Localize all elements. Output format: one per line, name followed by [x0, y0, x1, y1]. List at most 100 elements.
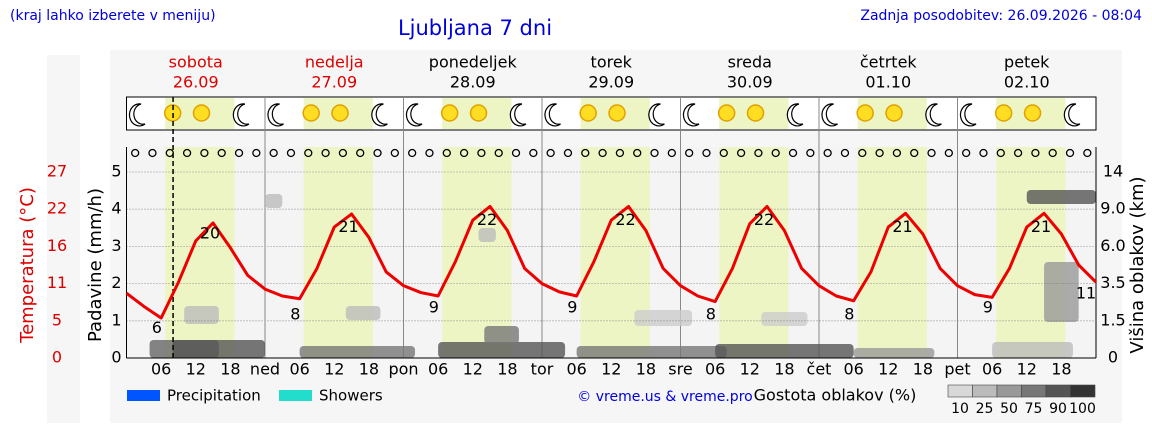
- temperature-label: 21: [338, 217, 358, 236]
- y-tick-label: 1: [111, 310, 121, 329]
- wind-icon: [685, 148, 694, 158]
- daylight: [857, 147, 927, 358]
- moon-icon: [509, 103, 527, 127]
- wind-icon: [131, 148, 140, 158]
- day-name: petek: [1004, 53, 1050, 72]
- y-axis-label: Padavine (mm/h): [85, 188, 106, 342]
- sun-icon: [885, 104, 903, 122]
- x-tick-label: 12: [186, 360, 206, 379]
- wind-icon: [408, 148, 417, 158]
- wind-icon: [840, 148, 850, 158]
- x-tick-label: ned: [250, 360, 280, 379]
- density-tick: 75: [1025, 401, 1043, 417]
- x-tick-label: 12: [1017, 360, 1037, 379]
- day-date: 27.09: [311, 73, 357, 92]
- day-name: torek: [591, 53, 633, 72]
- y3-tick-label: 0: [1108, 348, 1118, 367]
- wind-icon: [477, 148, 486, 158]
- x-tick-label: pon: [388, 360, 418, 379]
- y3-axis-label: Višina oblakov (km): [1127, 176, 1148, 353]
- wind-icon: [875, 148, 884, 158]
- y-tick-label: 3: [111, 236, 121, 255]
- moon-icon: [267, 103, 284, 127]
- temperature-label: 21: [1031, 217, 1051, 236]
- sun-icon: [469, 104, 488, 122]
- wind-icon: [217, 148, 226, 158]
- cloud-density: [853, 348, 935, 358]
- sun-icon: [1023, 104, 1042, 122]
- density-swatch: [1021, 384, 1047, 398]
- daylight: [719, 147, 789, 358]
- wind-icon: [182, 148, 192, 158]
- moon-icon: [405, 103, 423, 127]
- wind-icon: [858, 148, 867, 158]
- wind-icon: [546, 148, 555, 158]
- temperature-label: 9: [429, 298, 439, 317]
- wind-icon: [459, 148, 469, 158]
- daylight: [303, 147, 373, 358]
- sun-icon: [608, 104, 626, 122]
- cloud-density: [172, 340, 265, 358]
- wind-icon: [425, 148, 434, 158]
- daylight: [165, 147, 235, 358]
- x-tick-label: 18: [220, 360, 240, 379]
- temperature-line: [125, 204, 1098, 320]
- wind-icon: [650, 148, 659, 158]
- wind-icon: [754, 148, 763, 158]
- cloud-density: [634, 310, 693, 326]
- density-swatch: [1070, 384, 1096, 398]
- wind-icon: [823, 148, 832, 158]
- temperature-label: 8: [706, 304, 716, 323]
- y-tick-label: 4: [111, 199, 121, 218]
- temperature-label: 8: [844, 304, 854, 323]
- temperature-label: 9: [567, 298, 577, 317]
- wind-icon: [702, 148, 711, 158]
- wind-icon: [494, 148, 503, 158]
- sun-icon: [579, 104, 597, 122]
- moon-icon: [232, 103, 250, 127]
- temperature-label: 20: [200, 224, 220, 243]
- y2-tick-label: 27: [47, 162, 67, 181]
- temperature-label: 21: [892, 217, 912, 236]
- wind-icon: [979, 148, 988, 158]
- wind-icon: [944, 148, 953, 158]
- cloud-density: [1044, 262, 1079, 322]
- density-tick: 90: [1049, 401, 1067, 417]
- x-tick-label: 18: [636, 360, 656, 379]
- wind-icon: [1031, 148, 1040, 158]
- x-tick-label: 06: [151, 360, 171, 379]
- daylight: [442, 147, 512, 358]
- cloud-density: [484, 326, 519, 344]
- day-date: 26.09: [173, 73, 219, 92]
- day-name: četrtek: [860, 53, 918, 72]
- day-name: nedelja: [305, 53, 364, 72]
- wind-icon: [373, 148, 382, 158]
- x-tick-label: 18: [359, 360, 379, 379]
- x-tick-label: 18: [774, 360, 794, 379]
- x-tick-label: čet: [807, 360, 832, 379]
- wind-icon: [962, 148, 971, 158]
- wind-icon: [252, 148, 261, 158]
- sun-icon: [856, 104, 874, 122]
- wind-icon: [806, 148, 815, 158]
- wind-icon: [1065, 148, 1075, 158]
- cloud-density: [438, 342, 566, 358]
- y2-tick-label: 11: [47, 273, 67, 292]
- day-date: 01.10: [865, 73, 911, 92]
- day-name: ponedeljek: [429, 53, 518, 72]
- wind-icon: [390, 148, 399, 158]
- cloud-density: [478, 228, 496, 242]
- x-tick-label: sre: [668, 360, 692, 379]
- x-tick-label: 18: [1051, 360, 1071, 379]
- legend-swatch: [279, 390, 312, 401]
- x-tick-label: 12: [601, 360, 621, 379]
- y2-tick-label: 5: [52, 310, 62, 329]
- density-swatch: [996, 384, 1022, 398]
- wind-icon: [321, 148, 330, 158]
- y3-tick-label: 6.0: [1100, 236, 1125, 255]
- x-tick-label: 06: [705, 360, 725, 379]
- day-name: sreda: [728, 53, 772, 72]
- temperature-label: 6: [152, 318, 162, 337]
- moon-icon: [682, 103, 700, 127]
